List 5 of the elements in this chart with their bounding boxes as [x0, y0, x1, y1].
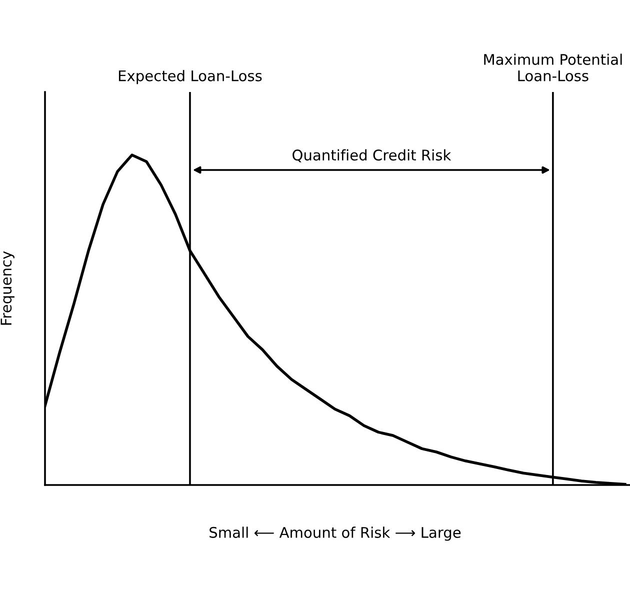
y-axis-title: Frequency: [0, 251, 14, 325]
x-axis-title: Small ⟵ Amount of Risk ⟶ Large: [210, 526, 461, 541]
text: Maximum Potential Loan-Loss: [484, 54, 622, 82]
annotation: Quantified Credit Risk: [292, 149, 452, 162]
text: Expected Loan-Loss: [118, 70, 262, 84]
